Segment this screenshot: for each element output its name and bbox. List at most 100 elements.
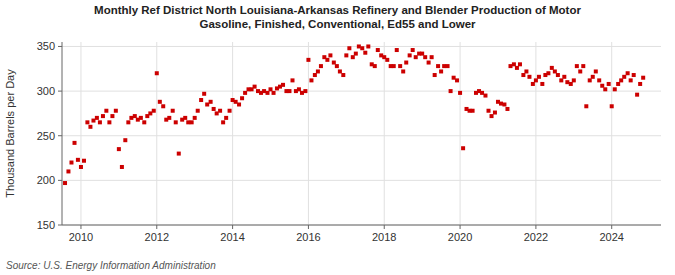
x-tick-label: 2012	[145, 231, 169, 243]
point	[357, 44, 361, 48]
point	[603, 87, 607, 91]
y-tick-label: 200	[37, 174, 55, 186]
point	[569, 82, 573, 86]
point	[508, 64, 512, 68]
point	[423, 55, 427, 59]
x-tick	[80, 225, 81, 229]
y-tick	[58, 46, 62, 47]
grid-line-y	[62, 91, 661, 92]
point	[597, 78, 601, 82]
x-tick	[308, 225, 309, 229]
point	[490, 114, 494, 118]
point	[234, 100, 238, 104]
point	[385, 58, 389, 62]
point	[559, 78, 563, 82]
point	[85, 120, 89, 124]
point	[88, 125, 92, 129]
point	[499, 102, 503, 106]
point	[401, 69, 405, 73]
y-axis-line	[62, 42, 63, 225]
x-tick-label: 2018	[372, 231, 396, 243]
point	[527, 75, 531, 79]
point	[515, 66, 519, 70]
x-tick-label: 2010	[69, 231, 93, 243]
y-tick-label: 250	[37, 130, 55, 142]
point	[442, 64, 446, 68]
point	[269, 87, 273, 91]
point	[228, 109, 232, 113]
point	[436, 64, 440, 68]
point	[177, 152, 181, 156]
point	[328, 53, 332, 57]
point	[534, 78, 538, 82]
point	[347, 46, 351, 50]
point	[638, 82, 642, 86]
point	[123, 138, 127, 142]
point	[461, 146, 465, 150]
point	[126, 120, 130, 124]
point	[404, 61, 408, 65]
point	[487, 109, 491, 113]
point	[553, 69, 557, 73]
point	[591, 75, 595, 79]
point	[430, 55, 434, 59]
point	[556, 73, 560, 77]
point	[161, 104, 165, 108]
point	[129, 116, 133, 120]
title-line: Gasoline, Finished, Conventional, Ed55 a…	[199, 18, 476, 30]
point	[221, 120, 225, 124]
point	[414, 55, 418, 59]
point	[578, 69, 582, 73]
grid-line-x	[80, 42, 81, 225]
point	[411, 48, 415, 52]
point	[600, 84, 604, 88]
point	[76, 158, 80, 162]
point	[540, 82, 544, 86]
point	[148, 111, 152, 115]
y-tick	[58, 91, 62, 92]
point	[167, 116, 171, 120]
point	[641, 76, 645, 80]
x-tick-label: 2016	[296, 231, 320, 243]
point	[550, 66, 554, 70]
point	[433, 73, 437, 77]
chart: 2010201220142016201820202022202415020025…	[0, 0, 675, 275]
point	[408, 53, 412, 57]
point	[366, 44, 370, 48]
point	[66, 169, 70, 173]
point	[354, 52, 358, 56]
point	[158, 100, 162, 104]
point	[224, 116, 228, 120]
point	[202, 92, 206, 96]
point	[537, 75, 541, 79]
point	[594, 69, 598, 73]
point	[209, 100, 213, 104]
point	[63, 181, 67, 185]
x-tick	[611, 225, 612, 229]
point	[439, 69, 443, 73]
grid-line-y	[62, 180, 661, 181]
point	[395, 48, 399, 52]
x-tick	[156, 225, 157, 229]
y-axis-label: Thousand Barrels per Day	[4, 69, 16, 198]
point	[363, 51, 367, 55]
point	[622, 75, 626, 79]
point	[117, 147, 121, 151]
point	[91, 119, 95, 123]
point	[69, 161, 73, 165]
point	[373, 64, 377, 68]
point	[546, 71, 550, 75]
point	[480, 91, 484, 95]
grid-line-x	[156, 42, 157, 225]
point	[332, 61, 336, 65]
point	[306, 58, 310, 62]
point	[493, 111, 497, 115]
point	[174, 120, 178, 124]
x-tick	[535, 225, 536, 229]
point	[110, 114, 114, 118]
grid-line-x	[308, 42, 309, 225]
point	[82, 159, 86, 163]
point	[212, 107, 216, 111]
grid-line-y	[62, 225, 661, 226]
point	[446, 64, 450, 68]
